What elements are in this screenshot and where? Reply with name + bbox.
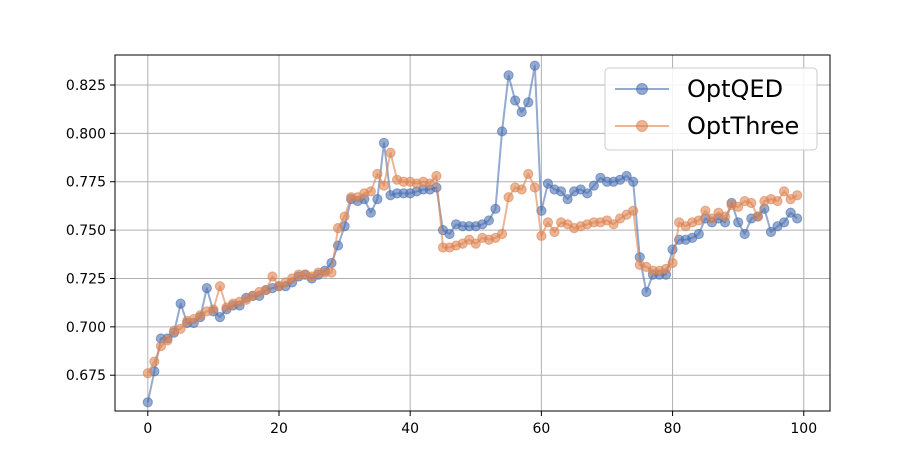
data-point — [516, 184, 527, 195]
y-tick-label: 0.775 — [66, 175, 106, 191]
data-point — [772, 195, 783, 207]
data-point — [523, 97, 534, 108]
y-tick-label: 0.675 — [66, 368, 106, 384]
legend-label-optthree: OptThree — [687, 112, 799, 140]
data-point — [792, 190, 803, 201]
y-tick-label: 0.725 — [66, 271, 106, 287]
data-point — [706, 213, 718, 224]
data-point — [555, 186, 567, 197]
data-point — [785, 207, 796, 218]
x-tick-label: 20 — [270, 421, 288, 437]
x-tick-label: 100 — [790, 421, 817, 437]
x-tick-label: 0 — [143, 421, 152, 437]
data-point — [483, 215, 494, 226]
y-tick-label: 0.700 — [66, 320, 106, 336]
data-point — [510, 95, 521, 106]
data-point — [208, 304, 219, 315]
legend-label-optqed: OptQED — [687, 75, 783, 103]
data-point — [142, 397, 153, 408]
x-axis: 0 20 40 60 80 100 — [143, 411, 817, 437]
data-point — [536, 230, 547, 241]
data-point — [378, 137, 390, 149]
data-point — [503, 70, 514, 81]
data-point — [496, 126, 508, 137]
data-point — [496, 228, 508, 240]
data-point — [372, 194, 383, 205]
data-point — [378, 180, 390, 191]
data-point — [214, 281, 226, 292]
series-optthree — [142, 147, 803, 379]
x-tick-label: 80 — [664, 421, 682, 437]
data-point — [444, 228, 455, 240]
data-point — [332, 223, 344, 234]
legend-marker-optthree — [636, 120, 648, 132]
data-point — [339, 211, 350, 222]
data-point — [582, 188, 593, 199]
data-point — [424, 178, 435, 189]
data-point — [365, 207, 376, 218]
x-tick-label: 60 — [532, 421, 550, 437]
data-point — [621, 170, 632, 182]
data-point — [549, 226, 560, 238]
y-axis: 0.675 0.700 0.725 0.750 0.775 0.800 0.825 — [66, 78, 115, 384]
data-point — [608, 219, 619, 230]
data-point — [214, 312, 226, 323]
data-point — [700, 205, 711, 216]
data-point — [149, 356, 160, 367]
series-group — [142, 60, 803, 408]
data-point — [778, 217, 790, 228]
data-point — [529, 60, 540, 71]
data-point — [660, 263, 672, 274]
y-tick-label: 0.825 — [66, 78, 106, 94]
y-tick-label: 0.800 — [66, 126, 106, 142]
data-point — [162, 335, 173, 346]
data-point — [693, 215, 704, 226]
data-point — [628, 205, 639, 216]
data-point — [431, 170, 442, 182]
data-point — [739, 228, 750, 240]
data-point — [142, 368, 153, 379]
data-point — [155, 341, 167, 352]
data-point — [667, 257, 678, 269]
data-point — [765, 226, 777, 238]
x-tick-label: 40 — [401, 421, 419, 437]
data-point — [641, 286, 652, 298]
data-point — [693, 228, 704, 240]
data-point — [628, 176, 639, 187]
data-point — [326, 267, 337, 278]
data-point — [385, 147, 396, 158]
data-point — [588, 180, 599, 191]
data-point — [752, 211, 763, 222]
data-point — [516, 106, 527, 118]
data-point — [175, 298, 186, 309]
data-point — [490, 203, 501, 214]
data-point — [562, 194, 573, 205]
data-point — [372, 168, 383, 180]
data-point — [175, 323, 186, 334]
data-point — [778, 186, 790, 197]
data-point — [792, 213, 803, 224]
legend: OptQED OptThree — [604, 67, 818, 151]
y-tick-label: 0.750 — [66, 223, 106, 239]
data-point — [201, 283, 212, 294]
data-point — [523, 168, 534, 180]
data-point — [542, 217, 554, 228]
data-point — [529, 182, 540, 193]
data-point — [260, 284, 271, 296]
plot-frame — [114, 54, 831, 412]
data-point — [746, 197, 757, 209]
data-point — [542, 178, 554, 189]
data-point — [365, 186, 376, 197]
data-point — [470, 238, 481, 249]
data-point — [733, 201, 744, 212]
legend-marker-optqed — [636, 83, 648, 95]
data-point — [719, 211, 731, 222]
data-point — [503, 192, 514, 203]
data-point — [267, 271, 278, 282]
data-point — [733, 217, 744, 228]
